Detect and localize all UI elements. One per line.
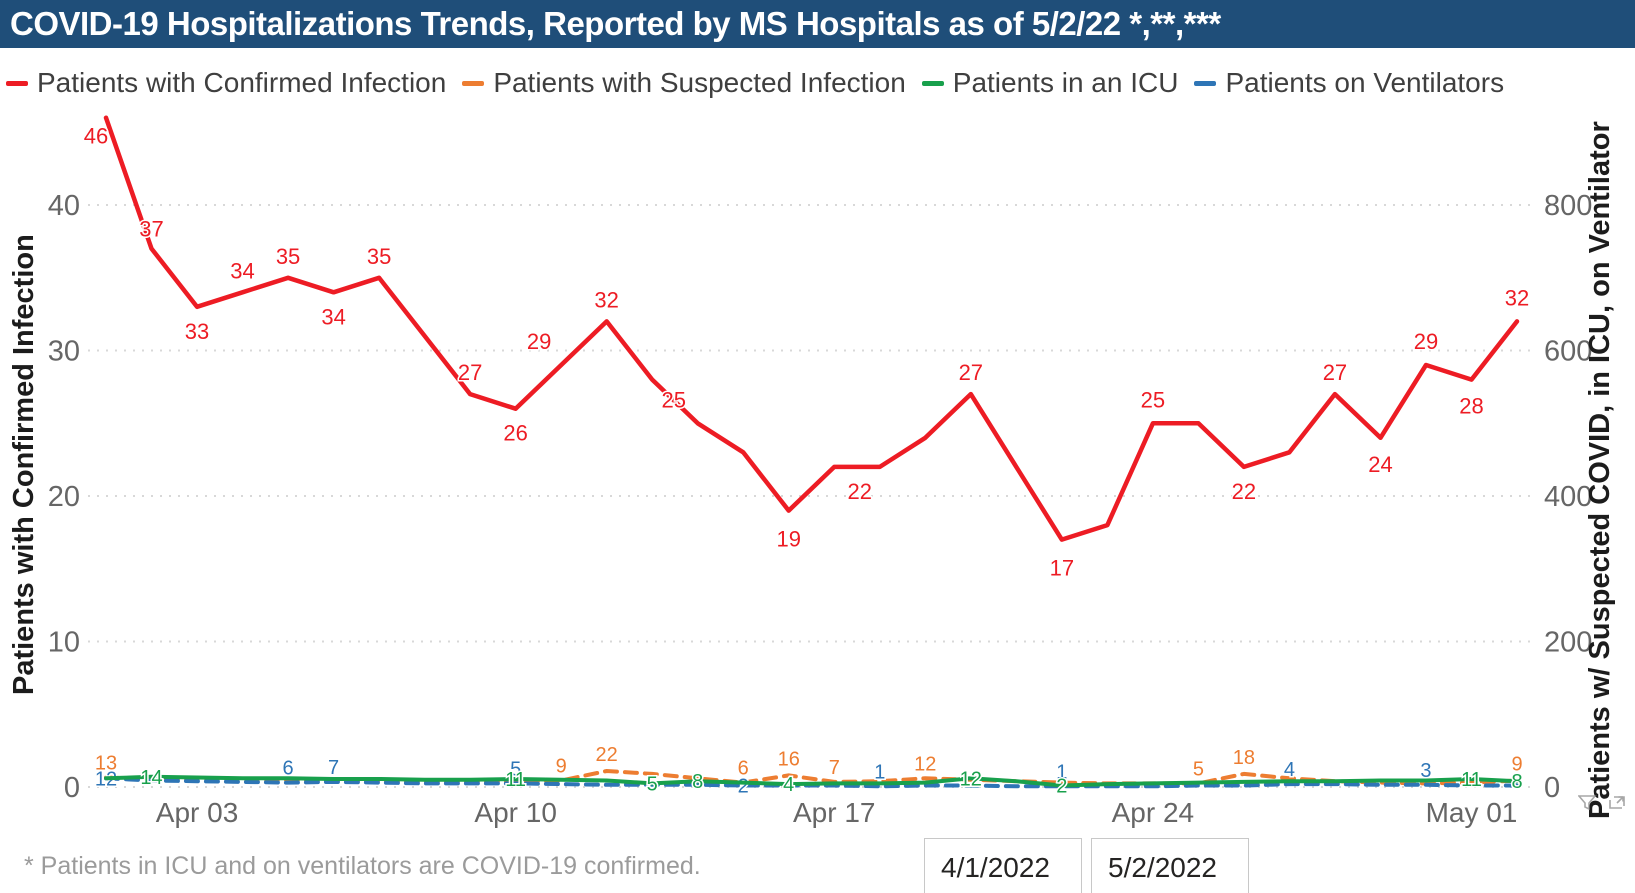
left-axis-tick: 40 [48,190,80,222]
right-axis-title: Patients w/ Suspected COVID, in ICU, on … [1584,121,1616,819]
data-label-icu: 8 [1511,771,1522,793]
data-label-confirmed: 22 [848,479,872,504]
left-axis-tick: 30 [48,336,80,368]
legend-item-suspected[interactable]: Patients with Suspected Infection [462,67,906,99]
data-label-icu: 11 [1461,769,1482,791]
right-axis-tick: 800 [1544,190,1592,222]
data-label-icu: 14 [140,767,162,789]
data-label-confirmed: 35 [276,244,300,269]
data-label-suspected: 9 [556,755,567,777]
report-title: COVID-19 Hospitalizations Trends, Report… [10,5,1221,42]
x-axis-tick: Apr 24 [1112,797,1195,828]
data-label-confirmed: 25 [1141,387,1165,412]
data-label-ventilators: 3 [1420,760,1431,782]
data-label-ventilators: 7 [328,757,339,779]
data-label-icu: 8 [692,771,703,793]
data-label-confirmed: 22 [1232,479,1256,504]
data-label-suspected: 13 [95,753,117,775]
data-label-ventilators: 1 [1056,761,1067,783]
legend-label-ventilators: Patients on Ventilators [1225,67,1505,98]
data-label-suspected: 12 [914,753,936,775]
date-range-slicer: 4/1/2022 5/2/2022 [924,838,1249,893]
data-label-suspected: 9 [1511,753,1522,775]
x-axis-tick: Apr 03 [156,797,239,828]
data-label-confirmed: 29 [527,329,551,354]
data-label-suspected: 6 [738,758,749,780]
data-label-ventilators: 2 [738,776,749,798]
visual-header [1578,795,1626,811]
data-label-icu: 4 [783,774,794,796]
legend-item-ventilators[interactable]: Patients on Ventilators [1194,67,1504,99]
data-label-ventilators: 1 [874,761,885,783]
legend-item-confirmed[interactable]: Patients with Confirmed Infection [6,67,446,99]
series-line-suspected [104,769,1519,786]
series-line-icu [104,774,1519,788]
legend-label-icu: Patients in an ICU [952,67,1179,98]
start-date-input[interactable]: 4/1/2022 [924,838,1082,893]
data-label-confirmed: 24 [1368,452,1392,477]
data-label-confirmed: 19 [776,527,800,552]
left-axis-tick: 10 [48,627,80,659]
footnote: * Patients in ICU and on ventilators are… [24,852,701,880]
report-title-bar: COVID-19 Hospitalizations Trends, Report… [0,0,1635,48]
legend-label-confirmed: Patients with Confirmed Infection [37,67,447,98]
x-axis-tick: Apr 10 [474,797,557,828]
data-label-confirmed: 29 [1414,329,1438,354]
data-label-confirmed: 27 [959,360,983,385]
legend-swatch-suspected-icon [462,80,485,86]
x-axis-tick: May 01 [1426,797,1518,828]
focus-mode-icon[interactable] [1608,795,1626,811]
end-date-input[interactable]: 5/2/2022 [1091,838,1249,893]
data-label-confirmed: 34 [321,304,345,329]
x-axis-tick: Apr 17 [793,797,876,828]
data-label-icu: 5 [647,773,658,795]
right-axis-tick: 600 [1544,336,1592,368]
data-label-confirmed: 33 [185,319,209,344]
data-label-suspected: 7 [829,757,840,779]
legend-swatch-ventilators-icon [1194,80,1217,86]
right-axis-tick: 400 [1544,481,1592,513]
data-label-ventilators: 4 [1284,759,1295,781]
data-label-suspected: 5 [1193,758,1204,780]
legend-swatch-icu-icon [921,80,944,86]
data-label-suspected: 22 [596,744,618,766]
data-label-confirmed: 46 [84,124,108,149]
data-label-confirmed: 32 [594,287,618,312]
legend-swatch-confirmed-icon [6,80,28,86]
data-label-confirmed: 37 [139,217,163,242]
left-axis-title: Patients with Confirmed Infection [8,234,40,696]
data-label-suspected: 18 [1233,747,1255,769]
filter-funnel-icon[interactable] [1578,795,1598,811]
data-label-icu: 11 [505,769,526,791]
legend-item-icu[interactable]: Patients in an ICU [921,67,1179,99]
legend-label-suspected: Patients with Suspected Infection [493,67,906,98]
data-label-icu: 12 [960,768,982,790]
left-axis-tick: 20 [48,481,80,513]
data-label-confirmed: 25 [661,387,685,412]
data-label-confirmed: 26 [503,421,527,446]
data-label-confirmed: 27 [458,360,482,385]
right-axis-tick: 0 [1544,772,1560,804]
right-axis-tick: 200 [1544,627,1592,659]
data-label-confirmed: 34 [230,258,254,283]
data-label-suspected: 16 [778,748,800,770]
data-label-confirmed: 32 [1505,285,1529,310]
data-label-ventilators: 6 [283,758,294,780]
data-label-confirmed: 35 [367,244,391,269]
chart-legend: Patients with Confirmed Infection Patien… [6,60,1504,106]
data-label-confirmed: 28 [1459,394,1483,419]
data-label-ventilators: 5 [510,758,521,780]
data-label-confirmed: 27 [1323,360,1347,385]
data-label-confirmed: 17 [1050,556,1074,581]
left-axis-tick: 0 [64,772,80,804]
data-label-icu: 2 [1056,776,1067,798]
series-line-confirmed [103,115,1520,542]
